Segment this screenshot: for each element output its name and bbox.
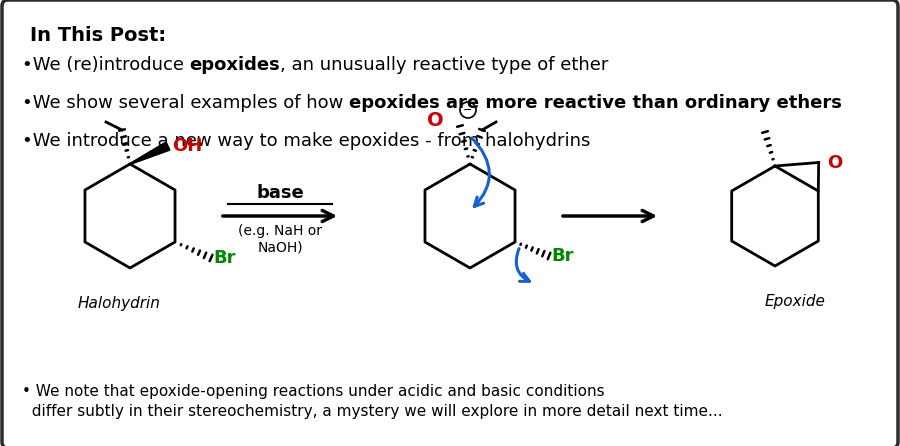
Text: O: O <box>428 111 444 129</box>
Text: (e.g. NaH or
NaOH): (e.g. NaH or NaOH) <box>238 224 322 254</box>
Text: Br: Br <box>551 247 573 265</box>
Text: •We introduce a new way to make epoxides - from halohydrins: •We introduce a new way to make epoxides… <box>22 132 590 150</box>
Text: Br: Br <box>213 249 236 267</box>
Text: OH: OH <box>172 137 202 155</box>
Text: , an unusually reactive type of ether: , an unusually reactive type of ether <box>281 56 609 74</box>
Polygon shape <box>130 142 170 165</box>
Text: Epoxide: Epoxide <box>765 294 825 309</box>
Text: epoxides are more reactive than ordinary ethers: epoxides are more reactive than ordinary… <box>349 94 842 112</box>
FancyArrowPatch shape <box>517 248 529 281</box>
Text: •We (re)introduce: •We (re)introduce <box>22 56 190 74</box>
Text: −: − <box>464 105 472 115</box>
Text: •We show several examples of how: •We show several examples of how <box>22 94 349 112</box>
Text: base: base <box>256 184 304 202</box>
Text: differ subtly in their stereochemistry, a mystery we will explore in more detail: differ subtly in their stereochemistry, … <box>22 404 723 419</box>
FancyArrowPatch shape <box>472 138 490 206</box>
Text: In This Post:: In This Post: <box>30 26 166 45</box>
Text: O: O <box>827 153 842 172</box>
Text: Halohydrin: Halohydrin <box>78 296 161 311</box>
Text: epoxides: epoxides <box>190 56 281 74</box>
Text: • We note that epoxide-opening reactions under acidic and basic conditions: • We note that epoxide-opening reactions… <box>22 384 605 399</box>
